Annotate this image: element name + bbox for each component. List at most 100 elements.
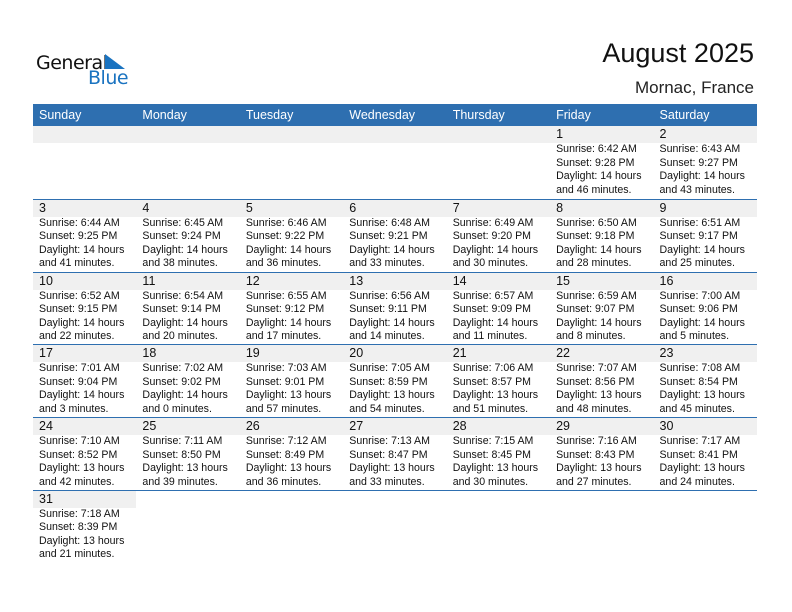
day-number: 27 [349, 419, 364, 434]
daylight-text: Daylight: 14 hours [556, 316, 642, 329]
day-cell: 3 Sunrise: 6:44 AM Sunset: 9:25 PM Daylight… [33, 200, 136, 272]
day-cell: 28 Sunrise: 7:15 AM Sunset: 8:45 PM Dayligh… [447, 418, 550, 490]
sunset-text: Sunset: 9:28 PM [556, 156, 635, 169]
sunrise-text: Sunrise: 6:45 AM [142, 216, 224, 229]
sunset-text: Sunset: 9:09 PM [452, 303, 532, 316]
day-cell: 21 Sunrise: 7:06 AM Sunset: 8:57 PM Dayligh… [447, 345, 550, 417]
sunrise-text: Sunrise: 6:55 AM [245, 289, 327, 302]
day-number: 28 [452, 419, 467, 434]
sunset-text: Sunset: 9:25 PM [39, 230, 118, 243]
day-cell: 7 Sunrise: 6:49 AM Sunset: 9:20 PM Daylight… [447, 200, 550, 272]
day-number: 18 [142, 346, 157, 361]
daylight-text: Daylight: 14 hours [39, 389, 125, 402]
sunset-text: Sunset: 9:14 PM [142, 303, 221, 316]
daylight-text: Daylight: 14 hours [659, 243, 745, 256]
day-number: 15 [556, 273, 571, 288]
sunset-text: Sunset: 8:57 PM [452, 375, 532, 388]
daylight-text: Daylight: 14 hours [659, 170, 745, 182]
sunrise-text: Sunrise: 7:10 AM [39, 435, 120, 448]
sunset-text: Sunset: 8:47 PM [349, 448, 428, 461]
daylight-minutes-text: and 45 minutes. [659, 402, 735, 415]
daylight-text: Daylight: 14 hours [142, 316, 228, 329]
empty-cell [136, 491, 239, 563]
daylight-text: Daylight: 13 hours [659, 462, 745, 475]
weekday-tuesday: Tuesday [245, 108, 294, 122]
day-number: 12 [245, 273, 260, 288]
daylight-minutes-text: and 46 minutes. [556, 183, 632, 196]
date-band [33, 199, 757, 217]
daylight-text: Daylight: 13 hours [556, 462, 642, 475]
week-row: 24 Sunrise: 7:10 AM Sunset: 8:52 PM Dayligh… [33, 417, 757, 490]
day-cell: 5 Sunrise: 6:46 AM Sunset: 9:22 PM Daylight… [240, 200, 343, 272]
sunrise-text: Sunrise: 7:01 AM [39, 362, 120, 375]
day-number: 20 [349, 346, 364, 361]
week-row: 17 Sunrise: 7:01 AM Sunset: 9:04 PM Dayligh… [33, 344, 757, 417]
sunrise-text: Sunrise: 7:18 AM [39, 507, 120, 520]
daylight-text: Daylight: 13 hours [142, 462, 228, 475]
daylight-minutes-text: and 11 minutes. [452, 330, 528, 343]
day-number: 13 [349, 273, 364, 288]
daylight-minutes-text: and 25 minutes. [659, 257, 735, 270]
day-cell: 2 Sunrise: 6:43 AM Sunset: 9:27 PM Daylight… [654, 126, 757, 199]
weekday-header: Sunday Monday Tuesday Wednesday Thursday Frid… [33, 104, 757, 126]
week-row: 1 Sunrise: 6:42 AM Sunset: 9:28 PM Daylight… [33, 126, 757, 199]
sunset-text: Sunset: 9:15 PM [39, 303, 118, 316]
sunrise-text: Sunrise: 7:12 AM [245, 435, 327, 448]
daylight-text: Daylight: 14 hours [245, 243, 332, 256]
weekday-friday: Friday [556, 108, 591, 122]
daylight-minutes-text: and 57 minutes. [245, 402, 322, 415]
date-band [33, 345, 757, 363]
day-cell: 11 Sunrise: 6:54 AM Sunset: 9:14 PM Dayligh… [136, 273, 239, 345]
daylight-minutes-text: and 5 minutes. [659, 330, 730, 343]
sunrise-text: Sunrise: 7:00 AM [659, 289, 741, 302]
sunrise-text: Sunrise: 6:43 AM [659, 143, 741, 155]
date-band [33, 490, 137, 508]
sunset-text: Sunset: 9:22 PM [245, 230, 325, 243]
day-cell: 10 Sunrise: 6:52 AM Sunset: 9:15 PM Dayligh… [33, 273, 136, 345]
day-cell: 31 Sunrise: 7:18 AM Sunset: 8:39 PM Dayligh… [33, 491, 136, 563]
daylight-minutes-text: and 22 minutes. [39, 330, 115, 343]
day-number: 17 [39, 346, 53, 361]
day-cell: 12 Sunrise: 6:55 AM Sunset: 9:12 PM Dayligh… [240, 273, 343, 345]
daylight-minutes-text: and 17 minutes. [245, 330, 322, 343]
location: Mornac, France [634, 78, 754, 97]
week-row: 10 Sunrise: 6:52 AM Sunset: 9:15 PM Dayligh… [33, 271, 757, 345]
logo-text-blue: Blue [88, 67, 129, 89]
day-number: 25 [142, 419, 157, 434]
day-number: 6 [349, 200, 357, 215]
daylight-minutes-text: and 0 minutes. [142, 402, 212, 415]
daylight-text: Daylight: 14 hours [142, 389, 228, 402]
day-cell: 17 Sunrise: 7:01 AM Sunset: 9:04 PM Dayligh… [33, 345, 136, 417]
daylight-minutes-text: and 27 minutes. [556, 475, 632, 488]
day-cell: 14 Sunrise: 6:57 AM Sunset: 9:09 PM Dayligh… [447, 273, 550, 345]
sunrise-text: Sunrise: 7:07 AM [556, 362, 637, 375]
sunrise-text: Sunrise: 6:51 AM [659, 216, 741, 229]
sunrise-text: Sunrise: 6:46 AM [245, 216, 327, 229]
day-cell: 13 Sunrise: 6:56 AM Sunset: 9:11 PM Dayligh… [343, 273, 446, 345]
sunset-text: Sunset: 8:41 PM [659, 448, 738, 461]
day-number: 9 [659, 200, 667, 215]
logo-text-general: General [36, 52, 108, 74]
sunset-text: Sunset: 9:02 PM [142, 375, 221, 388]
day-number: 22 [556, 346, 571, 361]
daylight-minutes-text: and 42 minutes. [39, 475, 115, 488]
sunrise-text: Sunrise: 7:08 AM [659, 362, 741, 375]
empty-cell [240, 491, 343, 563]
daylight-minutes-text: and 33 minutes. [349, 475, 425, 488]
daylight-minutes-text: and 38 minutes. [142, 257, 218, 270]
sunset-text: Sunset: 9:01 PM [245, 375, 325, 388]
sunrise-text: Sunrise: 7:13 AM [349, 435, 430, 448]
sunset-text: Sunset: 9:27 PM [659, 156, 738, 169]
sunset-text: Sunset: 9:17 PM [659, 230, 738, 243]
daylight-text: Daylight: 13 hours [659, 389, 745, 402]
sunrise-text: Sunrise: 6:50 AM [556, 216, 637, 229]
weekday-saturday: Saturday [659, 108, 710, 122]
day-number: 16 [659, 273, 674, 288]
empty-cell [33, 126, 136, 199]
sunset-text: Sunset: 8:54 PM [659, 375, 738, 388]
day-number: 5 [245, 200, 253, 215]
sunset-text: Sunset: 9:21 PM [349, 230, 428, 243]
daylight-minutes-text: and 33 minutes. [349, 257, 425, 270]
sunrise-text: Sunrise: 7:15 AM [452, 435, 534, 448]
empty-cell [136, 126, 239, 199]
